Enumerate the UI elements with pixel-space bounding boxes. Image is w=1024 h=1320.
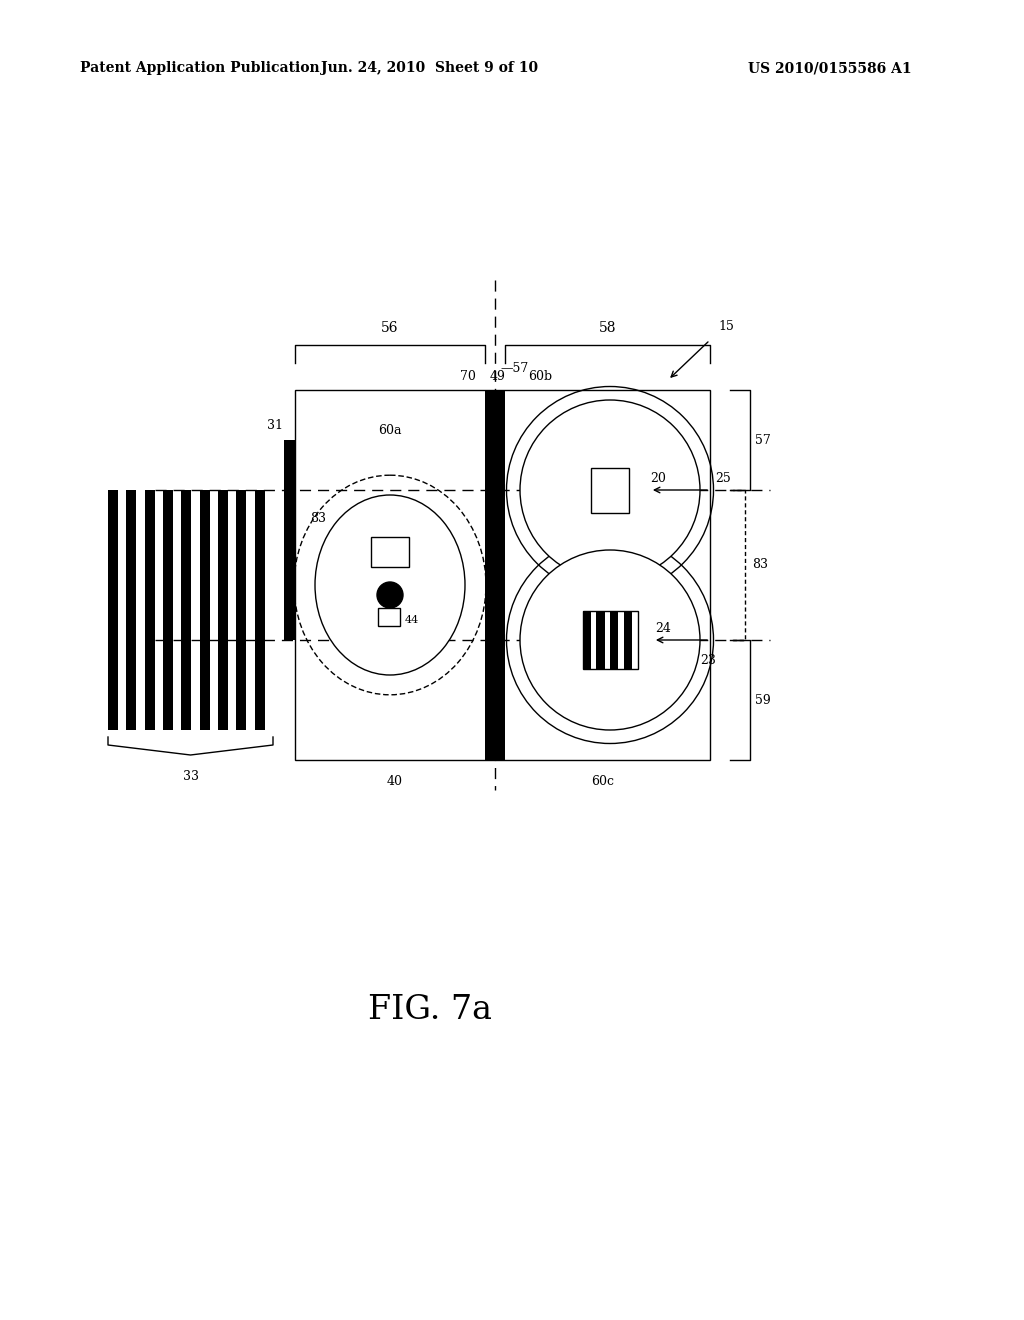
Bar — [181, 490, 191, 730]
Bar — [200, 490, 210, 730]
Text: 42: 42 — [395, 543, 410, 552]
Text: Jun. 24, 2010  Sheet 9 of 10: Jun. 24, 2010 Sheet 9 of 10 — [322, 61, 539, 75]
Text: 24: 24 — [655, 622, 671, 635]
Text: 31: 31 — [267, 418, 283, 432]
Text: 58: 58 — [599, 321, 616, 335]
Bar — [126, 490, 136, 730]
Text: Patent Application Publication: Patent Application Publication — [80, 61, 319, 75]
Bar — [583, 611, 591, 669]
Circle shape — [520, 550, 700, 730]
Bar — [624, 611, 632, 669]
Bar — [371, 537, 409, 568]
Text: 83: 83 — [752, 558, 768, 572]
Bar — [610, 611, 618, 669]
Bar — [108, 490, 118, 730]
Bar — [596, 611, 604, 669]
Text: 33: 33 — [182, 770, 199, 783]
Text: 60b: 60b — [528, 370, 552, 383]
Text: 57: 57 — [755, 433, 771, 446]
Text: 60c: 60c — [591, 775, 614, 788]
Text: US 2010/0155586 A1: US 2010/0155586 A1 — [749, 61, 911, 75]
Text: 15: 15 — [718, 319, 734, 333]
Ellipse shape — [315, 495, 465, 675]
Text: 83: 83 — [310, 511, 326, 524]
Bar — [591, 467, 629, 512]
Bar — [218, 490, 228, 730]
Circle shape — [377, 582, 403, 609]
Text: 40: 40 — [387, 775, 403, 788]
Text: 60a: 60a — [378, 424, 401, 437]
Text: 59: 59 — [755, 693, 771, 706]
Bar — [255, 490, 265, 730]
Text: 23: 23 — [700, 653, 716, 667]
Text: 49: 49 — [490, 370, 506, 383]
Text: 44: 44 — [406, 615, 419, 624]
Circle shape — [520, 400, 700, 579]
Text: FIG. 7a: FIG. 7a — [368, 994, 492, 1026]
Text: 20: 20 — [650, 473, 666, 484]
Bar — [144, 490, 155, 730]
Bar — [237, 490, 247, 730]
Text: 70: 70 — [460, 370, 476, 383]
Text: 56: 56 — [381, 321, 398, 335]
Bar — [163, 490, 173, 730]
Bar — [485, 389, 505, 760]
Text: —57: —57 — [500, 362, 528, 375]
Bar — [378, 609, 400, 626]
Bar — [583, 611, 638, 669]
Text: 25: 25 — [715, 473, 731, 484]
Bar — [284, 440, 296, 640]
